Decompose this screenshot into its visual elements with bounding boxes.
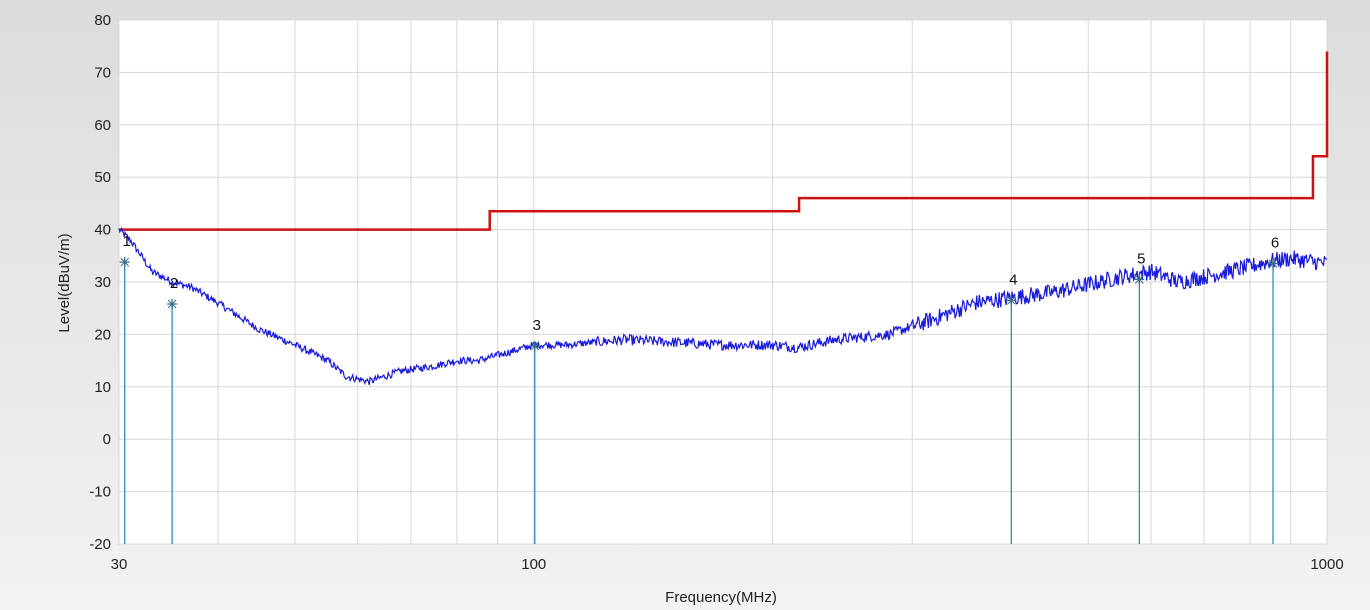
marker-point (167, 299, 178, 310)
x-tick-label: 30 (111, 556, 128, 573)
limit-line (119, 51, 1329, 231)
y-tick-labels: -20 -10 0 10 20 30 40 50 60 70 80 (89, 12, 111, 553)
marker-point (1268, 258, 1279, 269)
y-tick-label: 50 (94, 169, 111, 186)
y-tick-label: 40 (94, 222, 111, 239)
marker-point (1134, 274, 1145, 285)
y-tick-label: 0 (103, 431, 111, 448)
series-layer (118, 51, 1329, 386)
y-tick-label: 80 (94, 12, 111, 29)
markers-layer: 1 2 3 4 5 6 (119, 233, 1279, 544)
x-tick-label: 100 (521, 556, 546, 573)
y-tick-label: 70 (94, 64, 111, 81)
marker-label: 5 (1137, 250, 1145, 267)
marker-label: 1 (123, 233, 131, 250)
y-axis-title: Level(dBuV/m) (56, 233, 73, 332)
x-axis-title: Frequency(MHz) (665, 589, 777, 606)
y-tick-label: -10 (89, 484, 111, 501)
marker-point (529, 340, 540, 351)
y-tick-label: 60 (94, 117, 111, 134)
y-tick-label: 30 (94, 274, 111, 291)
y-tick-label: -20 (89, 536, 111, 553)
marker-point (1006, 295, 1017, 306)
marker-point (119, 257, 130, 268)
measurement-trace (118, 226, 1327, 386)
marker-label: 4 (1009, 271, 1017, 288)
grid-lines (118, 19, 1328, 545)
marker-label: 2 (170, 275, 178, 292)
y-tick-label: 10 (94, 379, 111, 396)
marker-label: 3 (533, 317, 541, 334)
marker-label: 6 (1271, 235, 1279, 252)
y-tick-label: 20 (94, 326, 111, 343)
x-tick-label: 1000 (1310, 556, 1343, 573)
x-tick-labels: 30 100 1000 (111, 556, 1344, 573)
